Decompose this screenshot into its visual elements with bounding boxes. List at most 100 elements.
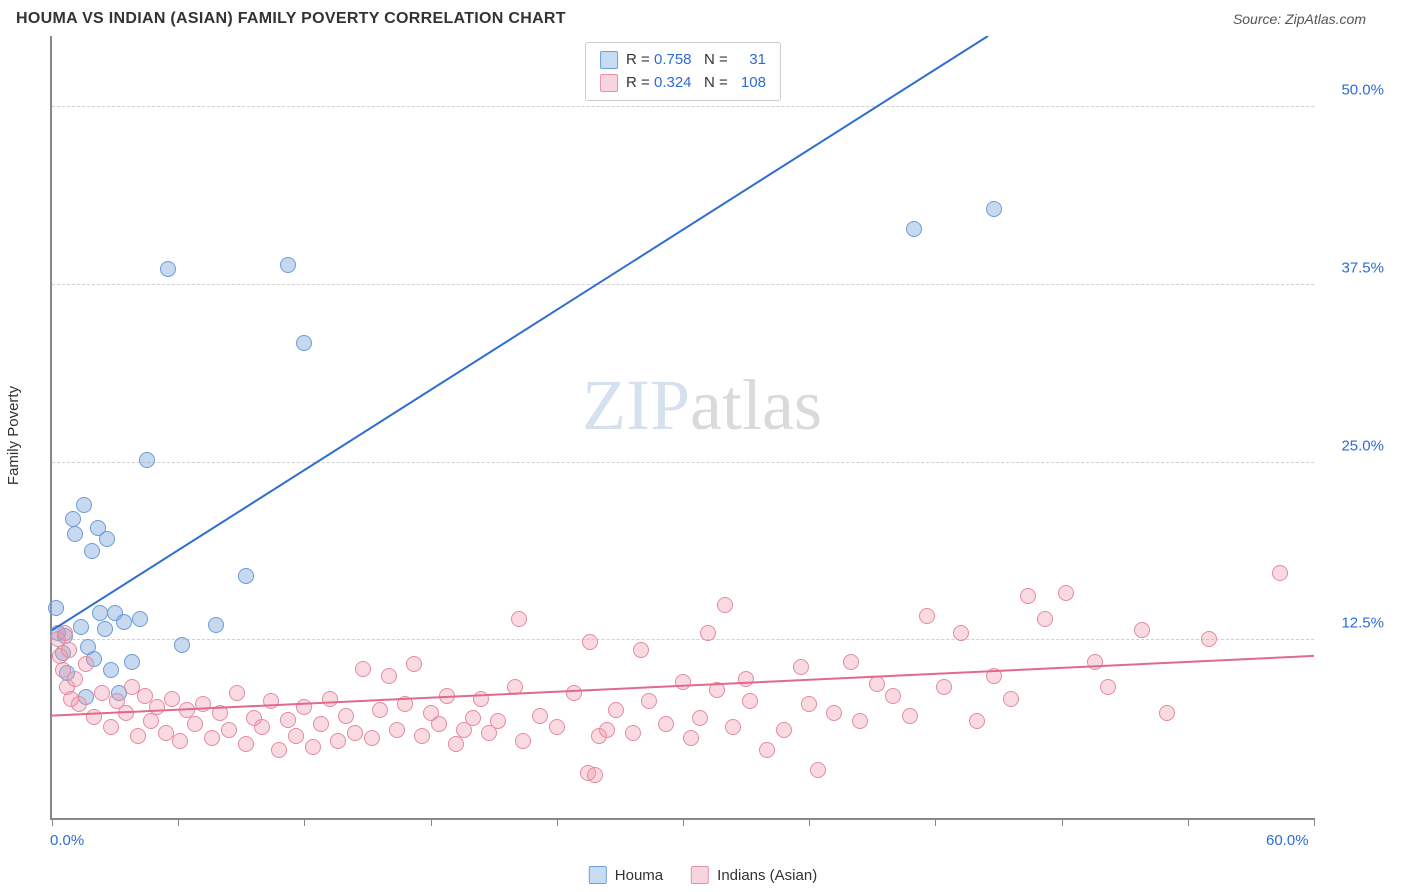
data-point — [906, 221, 922, 237]
data-point — [776, 722, 792, 738]
legend-correlation-text: R = 0.758 N = 31 — [626, 49, 766, 72]
data-point — [208, 617, 224, 633]
data-point — [313, 716, 329, 732]
data-point — [801, 696, 817, 712]
legend-correlation-row: R = 0.324 N = 108 — [600, 72, 766, 95]
data-point — [364, 730, 380, 746]
data-point — [700, 625, 716, 641]
data-point — [160, 261, 176, 277]
y-tick-label: 37.5% — [1324, 259, 1384, 276]
data-point — [254, 719, 270, 735]
data-point — [683, 730, 699, 746]
data-point — [885, 688, 901, 704]
data-point — [67, 526, 83, 542]
x-axis-min-label: 0.0% — [50, 832, 84, 849]
data-point — [397, 696, 413, 712]
data-point — [414, 728, 430, 744]
data-point — [338, 708, 354, 724]
data-point — [566, 685, 582, 701]
data-point — [130, 728, 146, 744]
data-point — [288, 728, 304, 744]
data-point — [1134, 622, 1150, 638]
data-point — [271, 742, 287, 758]
data-point — [826, 705, 842, 721]
data-point — [759, 742, 775, 758]
data-point — [692, 710, 708, 726]
data-point — [76, 497, 92, 513]
data-point — [633, 642, 649, 658]
data-point — [953, 625, 969, 641]
data-point — [473, 691, 489, 707]
data-point — [57, 625, 73, 641]
legend-series: Houma Indians (Asian) — [589, 866, 817, 884]
data-point — [99, 531, 115, 547]
data-point — [675, 674, 691, 690]
data-point — [330, 733, 346, 749]
data-point — [139, 452, 155, 468]
data-point — [810, 762, 826, 778]
data-point — [465, 710, 481, 726]
plot-area: ZIPatlas R = 0.758 N = 31R = 0.324 N = 1… — [50, 36, 1314, 820]
y-tick-label: 25.0% — [1324, 437, 1384, 454]
data-point — [448, 736, 464, 752]
regression-lines — [52, 36, 1314, 818]
data-point — [599, 722, 615, 738]
x-tick — [935, 818, 936, 826]
data-point — [641, 693, 657, 709]
gridline — [52, 284, 1314, 285]
data-point — [1058, 585, 1074, 601]
data-point — [347, 725, 363, 741]
x-tick — [1188, 818, 1189, 826]
data-point — [238, 736, 254, 752]
data-point — [406, 656, 422, 672]
data-point — [986, 668, 1002, 684]
chart-title: HOUMA VS INDIAN (ASIAN) FAMILY POVERTY C… — [16, 10, 566, 28]
data-point — [92, 605, 108, 621]
data-point — [511, 611, 527, 627]
x-tick — [52, 818, 53, 826]
chart-container: Family Poverty ZIPatlas R = 0.758 N = 31… — [50, 36, 1376, 820]
data-point — [1100, 679, 1116, 695]
legend-correlation-text: R = 0.324 N = 108 — [626, 72, 766, 95]
data-point — [116, 614, 132, 630]
data-point — [296, 335, 312, 351]
legend-swatch — [600, 51, 618, 69]
data-point — [658, 716, 674, 732]
data-point — [372, 702, 388, 718]
data-point — [549, 719, 565, 735]
data-point — [490, 713, 506, 729]
data-point — [355, 661, 371, 677]
x-tick — [1314, 818, 1315, 826]
legend-correlation-row: R = 0.758 N = 31 — [600, 49, 766, 72]
legend-correlation-box: R = 0.758 N = 31R = 0.324 N = 108 — [585, 42, 781, 101]
data-point — [1201, 631, 1217, 647]
data-point — [132, 611, 148, 627]
data-point — [204, 730, 220, 746]
data-point — [212, 705, 228, 721]
data-point — [124, 654, 140, 670]
data-point — [48, 600, 64, 616]
data-point — [507, 679, 523, 695]
data-point — [67, 671, 83, 687]
data-point — [103, 662, 119, 678]
data-point — [296, 699, 312, 715]
data-point — [919, 608, 935, 624]
legend-series-item: Houma — [589, 866, 663, 884]
data-point — [793, 659, 809, 675]
y-axis-label: Family Poverty — [5, 386, 22, 485]
data-point — [1020, 588, 1036, 604]
data-point — [174, 637, 190, 653]
x-tick — [178, 818, 179, 826]
data-point — [532, 708, 548, 724]
data-point — [149, 699, 165, 715]
legend-series-item: Indians (Asian) — [691, 866, 817, 884]
data-point — [902, 708, 918, 724]
data-point — [709, 682, 725, 698]
data-point — [587, 767, 603, 783]
data-point — [582, 634, 598, 650]
regression-line — [52, 36, 988, 630]
data-point — [936, 679, 952, 695]
data-point — [431, 716, 447, 732]
legend-swatch — [589, 866, 607, 884]
data-point — [187, 716, 203, 732]
